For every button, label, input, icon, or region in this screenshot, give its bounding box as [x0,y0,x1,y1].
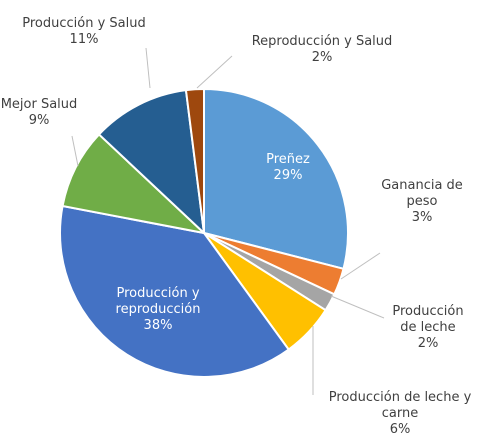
pie-slice [59,204,291,378]
slice-label: Producción de leche 2% [383,304,473,352]
category-label: Producción de leche [392,304,464,335]
slice-label: Mejor Salud 9% [0,97,89,129]
category-label: Mejor Salud [0,97,78,112]
category-label: Producción de leche y carne [328,390,472,421]
leader-line [196,55,233,89]
pie-slice [97,89,206,236]
slice-label: Reproducción y Salud 2% [232,34,412,66]
value-label: 29% [273,168,303,183]
category-label: Ganancia de peso [381,178,463,209]
value-label: 38% [143,318,173,333]
category-label: Producción y reproducción [115,286,201,317]
leader-line [145,47,151,89]
leader-line [340,252,381,280]
value-label: 2% [311,50,333,65]
leader-line [71,135,79,167]
slice-label: Producción y Salud 11% [4,16,164,48]
category-label: Reproducción y Salud [251,34,393,49]
leader-line [330,295,385,319]
value-label: 3% [411,210,433,225]
pie-slice [184,87,205,234]
pie-slice [61,133,208,235]
pie-slice [203,87,349,271]
slice-label: Ganancia de peso 3% [372,178,472,226]
slice-label: Producción y reproducción 38% [96,286,221,334]
slice-label: Producción de leche y carne 6% [313,390,483,438]
value-label: 2% [417,336,439,351]
category-label: Preñez [266,152,310,167]
slice-label: Preñez 29% [243,152,333,184]
category-label: Producción y Salud [22,16,146,31]
value-label: 6% [389,422,411,437]
value-label: 11% [69,32,99,47]
value-label: 9% [28,113,50,128]
